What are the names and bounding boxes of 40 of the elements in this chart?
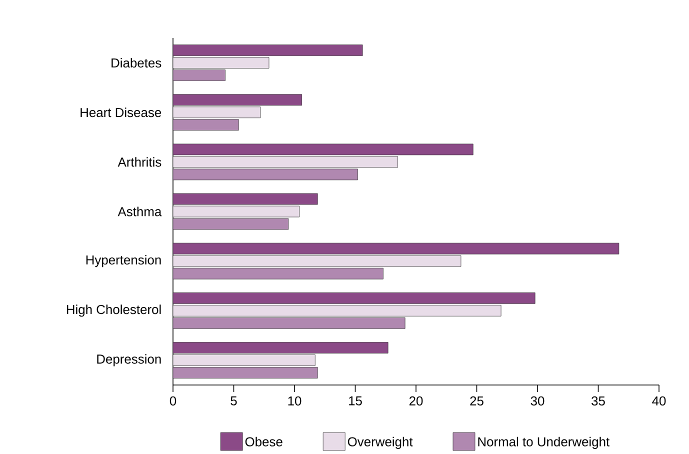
bar bbox=[173, 255, 462, 267]
y-tick-label: Hypertension bbox=[86, 255, 161, 268]
bar bbox=[173, 57, 270, 68]
bar bbox=[173, 144, 474, 156]
bar bbox=[173, 304, 502, 316]
bar bbox=[173, 70, 226, 81]
y-tick-label: Diabetes bbox=[112, 58, 162, 68]
legend-label: Obese bbox=[245, 436, 282, 446]
bar bbox=[173, 44, 363, 56]
bar bbox=[173, 193, 318, 205]
legend-label: Overweight bbox=[348, 436, 413, 449]
x-tick-label: 15 bbox=[349, 396, 362, 406]
bar bbox=[173, 206, 300, 218]
x-tick-label: 30 bbox=[530, 396, 544, 406]
y-tick-label: Depression bbox=[97, 354, 161, 366]
x-tick-label: 5 bbox=[230, 396, 237, 406]
bar bbox=[173, 354, 316, 366]
bar bbox=[173, 156, 398, 168]
x-tick-label: 10 bbox=[288, 396, 302, 406]
bar bbox=[173, 268, 384, 280]
x-tick-label: 0 bbox=[170, 396, 176, 406]
bar bbox=[173, 292, 536, 304]
y-tick-label: Arthritis bbox=[118, 157, 162, 167]
x-tick-label: 20 bbox=[409, 396, 423, 406]
bar bbox=[173, 242, 620, 254]
bar bbox=[173, 94, 302, 106]
x-tick-label: 40 bbox=[652, 396, 666, 406]
y-tick-label: Asthma bbox=[118, 206, 162, 216]
bar bbox=[173, 367, 318, 378]
bar bbox=[173, 106, 261, 118]
y-tick-label: High Cholesterol bbox=[66, 304, 161, 317]
x-tick-label: 25 bbox=[470, 396, 484, 406]
y-tick-label: Heart Disease bbox=[80, 108, 162, 118]
x-tick-label: 35 bbox=[592, 396, 605, 406]
bar bbox=[173, 168, 358, 180]
bar bbox=[173, 119, 239, 131]
bar bbox=[173, 317, 406, 329]
bar bbox=[173, 218, 289, 230]
legend-label: Normal to Underweight bbox=[478, 436, 610, 449]
bar bbox=[173, 342, 388, 354]
